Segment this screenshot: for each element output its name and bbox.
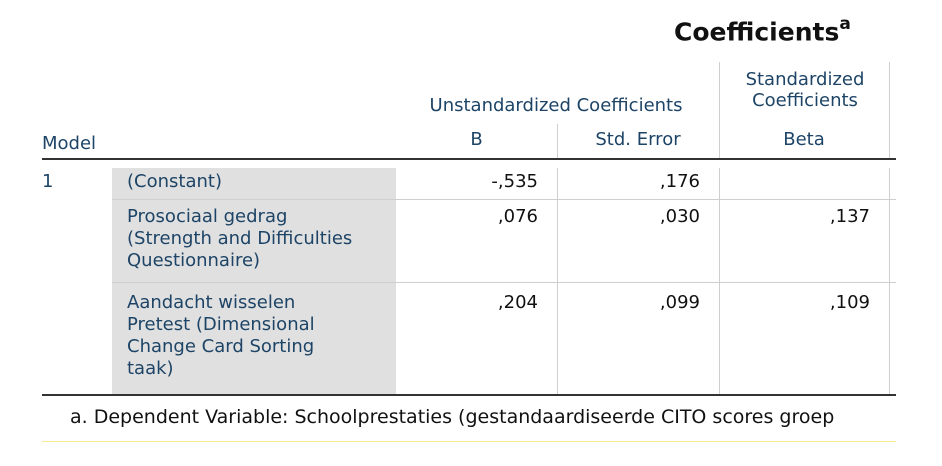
standardized-coefficients-header: Standardized Coefficients: [745, 69, 865, 111]
footnote-underline: [42, 441, 896, 442]
body-divider: [889, 168, 890, 394]
cell-beta: ,137: [829, 206, 870, 227]
cell-std-error: ,176: [659, 171, 700, 192]
title-footnote-marker: a: [839, 14, 851, 34]
b-header: B: [470, 129, 483, 150]
unstandardized-coefficients-header: Unstandardized Coefficients: [429, 95, 683, 116]
header-rule: [42, 158, 896, 160]
row-separator: [112, 199, 896, 200]
std-error-header: Std. Error: [595, 129, 681, 150]
cell-b: ,076: [497, 206, 538, 227]
dependent-variable-footnote: a. Dependent Variable: Schoolprestaties …: [70, 406, 835, 428]
cell-b: -,535: [491, 171, 538, 192]
model-header: Model: [42, 133, 97, 154]
row-label-background: [112, 168, 396, 394]
cell-beta: ,109: [829, 292, 870, 313]
cell-b: ,204: [497, 292, 538, 313]
beta-header: Beta: [783, 129, 825, 150]
header-divider: [557, 124, 558, 158]
row-label-constant: (Constant): [127, 171, 222, 192]
row-label-prosociaal-gedrag: Prosociaal gedrag (Strength and Difficul…: [127, 206, 353, 271]
cell-std-error: ,030: [659, 206, 700, 227]
body-divider: [557, 168, 558, 394]
header-divider: [719, 62, 720, 158]
body-divider: [719, 168, 720, 394]
header-divider: [889, 62, 890, 158]
row-label-aandacht-wisselen: Aandacht wisselen Pretest (Dimensional C…: [127, 292, 315, 379]
table-bottom-rule: [42, 394, 896, 396]
cell-std-error: ,099: [659, 292, 700, 313]
table-title: Coefficientsa: [674, 14, 851, 47]
model-number: 1: [42, 171, 54, 192]
row-separator: [112, 282, 896, 283]
